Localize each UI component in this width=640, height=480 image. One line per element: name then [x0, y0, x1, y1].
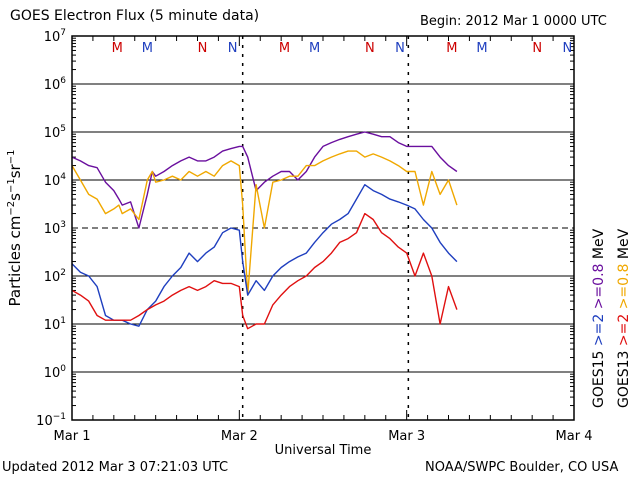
- y-tick-label: 102: [44, 268, 66, 285]
- x-tick-label: Mar 1: [54, 429, 91, 444]
- day-marker-label: N: [532, 41, 542, 56]
- day-marker-label: N: [395, 41, 405, 56]
- y-tick-label: 10−1: [36, 412, 66, 429]
- day-marker-label: N: [198, 41, 208, 56]
- y-tick-label: 104: [44, 172, 67, 189]
- series-line-1: [71, 150, 458, 296]
- x-axis-label: Universal Time: [275, 443, 372, 458]
- y-tick-label: 106: [44, 76, 67, 93]
- y-tick-label: 100: [44, 364, 67, 381]
- day-marker-label: N: [228, 41, 238, 56]
- updated-time: Updated 2012 Mar 3 07:21:03 UTC: [2, 460, 229, 475]
- credit: NOAA/SWPC Boulder, CO USA: [425, 460, 619, 475]
- y-tick-label: 107: [44, 28, 66, 45]
- x-tick-label: Mar 3: [388, 429, 425, 444]
- day-marker-label: N: [365, 41, 375, 56]
- day-marker-label: M: [142, 41, 153, 56]
- day-marker-label: M: [279, 41, 290, 56]
- day-marker-label: M: [476, 41, 487, 56]
- legend-column: GOES13 >=2 >=0.8 MeV: [616, 228, 632, 408]
- plot-frame: [71, 35, 575, 421]
- day-marker-label: M: [309, 41, 320, 56]
- x-tick-label: Mar 2: [221, 429, 258, 444]
- y-tick-label: 105: [44, 124, 66, 141]
- y-axis-label: Particles cm−2s−1sr−1: [6, 150, 24, 307]
- series-line-3: [71, 212, 458, 330]
- chart-title: GOES Electron Flux (5 minute data): [10, 8, 260, 24]
- y-tick-label: 103: [44, 220, 66, 237]
- series-line-0: [71, 131, 458, 229]
- day-marker-label: N: [562, 41, 572, 56]
- x-tick-label: Mar 4: [556, 429, 593, 444]
- begin-time: Begin: 2012 Mar 1 0000 UTC: [420, 14, 607, 29]
- legend-column: GOES15 >=2 >=0.8 MeV: [591, 228, 607, 408]
- series-line-2: [71, 183, 458, 327]
- day-marker-label: M: [446, 41, 457, 56]
- day-marker-label: M: [112, 41, 123, 56]
- y-tick-label: 101: [44, 316, 66, 333]
